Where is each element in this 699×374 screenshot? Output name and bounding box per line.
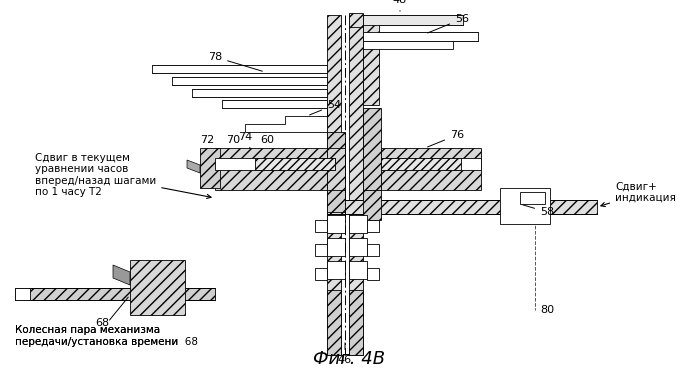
Bar <box>327 238 345 256</box>
Text: Сдвиг в текущем
уравнении часов
вперед/назад шагами
по 1 часу Т2: Сдвиг в текущем уравнении часов вперед/н… <box>35 153 211 199</box>
Text: 70: 70 <box>226 135 240 145</box>
Text: Фиг. 4В: Фиг. 4В <box>313 350 386 368</box>
Bar <box>367 268 379 280</box>
Text: 60: 60 <box>260 135 274 145</box>
Bar <box>222 100 327 108</box>
Bar <box>349 215 367 233</box>
Bar <box>315 244 327 256</box>
Bar <box>500 188 550 224</box>
Bar <box>363 15 379 105</box>
Bar <box>367 244 379 256</box>
Bar <box>130 260 185 315</box>
Bar <box>215 158 335 170</box>
Bar <box>520 192 545 204</box>
Bar <box>381 148 481 190</box>
Bar <box>327 215 345 233</box>
Bar <box>363 190 381 220</box>
Bar <box>363 41 453 49</box>
Bar <box>363 15 463 25</box>
Bar <box>315 220 327 232</box>
Bar <box>255 158 335 170</box>
Bar <box>327 15 341 355</box>
Text: 78: 78 <box>208 52 262 71</box>
Text: 56: 56 <box>428 14 469 33</box>
Bar <box>363 108 381 190</box>
Text: 76: 76 <box>428 130 464 147</box>
Polygon shape <box>113 265 130 285</box>
Polygon shape <box>187 160 200 173</box>
Bar <box>349 261 367 279</box>
Bar <box>327 148 345 190</box>
Bar <box>349 238 367 256</box>
Bar <box>327 290 341 355</box>
Bar <box>327 132 345 212</box>
Bar <box>15 288 30 300</box>
Bar <box>349 15 363 355</box>
Text: Сдвиг+
индикация: Сдвиг+ индикация <box>601 181 676 206</box>
Bar <box>381 158 461 170</box>
Text: Колесная пара механизма
передачи/установка времени  68: Колесная пара механизма передачи/установ… <box>15 325 198 347</box>
Bar <box>381 158 481 170</box>
Bar <box>152 65 327 73</box>
Polygon shape <box>245 108 327 132</box>
Text: Колесная пара механизма
передачи/установка времени: Колесная пара механизма передачи/установ… <box>15 297 178 347</box>
Bar <box>327 200 597 214</box>
Text: 68: 68 <box>95 318 109 328</box>
Text: 46: 46 <box>338 343 352 365</box>
Bar <box>367 220 379 232</box>
Bar <box>172 77 327 85</box>
Bar <box>200 148 220 188</box>
Text: 48: 48 <box>393 0 407 11</box>
Bar <box>349 13 363 27</box>
Text: 80: 80 <box>540 305 554 315</box>
Bar <box>349 290 363 355</box>
Text: 74: 74 <box>238 132 252 148</box>
Bar <box>327 261 345 279</box>
Bar <box>363 32 478 41</box>
Text: 54: 54 <box>310 100 341 115</box>
Bar <box>315 268 327 280</box>
Bar <box>192 89 327 97</box>
Text: 72: 72 <box>200 135 214 145</box>
Bar <box>15 288 215 300</box>
Text: 58: 58 <box>523 205 554 217</box>
Bar <box>215 148 327 190</box>
